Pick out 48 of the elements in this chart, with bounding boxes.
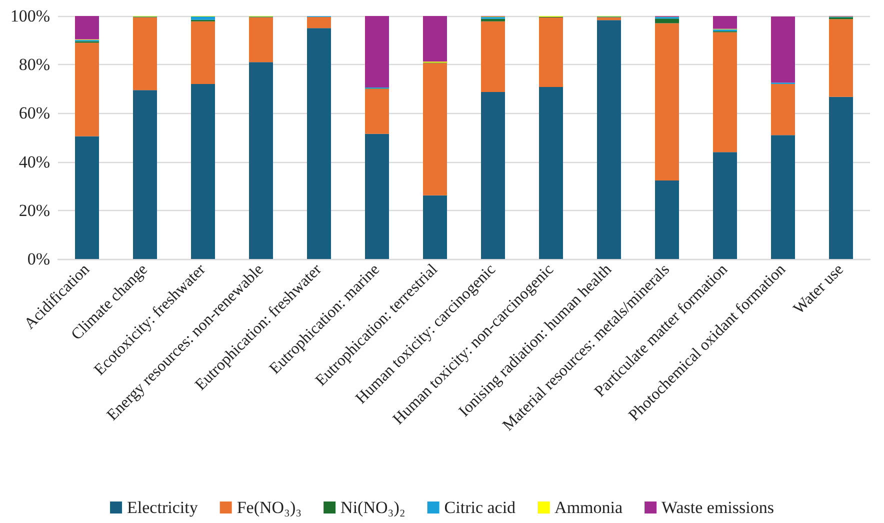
bar bbox=[249, 62, 273, 259]
bar bbox=[481, 21, 505, 92]
bar bbox=[481, 18, 505, 22]
bar bbox=[191, 21, 215, 84]
bar bbox=[423, 16, 447, 62]
legend-label: Waste emissions bbox=[662, 498, 774, 517]
bar bbox=[133, 17, 157, 90]
y-tick-label: 100% bbox=[10, 6, 50, 26]
bar bbox=[191, 84, 215, 259]
bar bbox=[75, 16, 99, 40]
y-tick-label: 40% bbox=[18, 152, 50, 172]
bar bbox=[539, 86, 563, 259]
bar bbox=[539, 17, 563, 87]
legend-label: Fe(NO₃)₃ bbox=[236, 498, 302, 517]
bar bbox=[75, 42, 99, 136]
bar bbox=[597, 17, 621, 20]
bar bbox=[829, 19, 853, 97]
bar bbox=[829, 96, 853, 259]
bar bbox=[655, 18, 679, 24]
y-tick-label: 60% bbox=[18, 104, 50, 123]
bar bbox=[365, 134, 389, 259]
bar bbox=[655, 180, 679, 259]
legend-label: Ammonia bbox=[554, 498, 624, 517]
bar bbox=[423, 63, 447, 196]
bar bbox=[191, 16, 215, 20]
bar bbox=[365, 88, 389, 134]
bar bbox=[365, 16, 389, 88]
y-tick-label: 80% bbox=[18, 55, 50, 74]
bar bbox=[771, 84, 795, 136]
bar bbox=[771, 135, 795, 259]
legend-label: Electricity bbox=[127, 498, 198, 517]
bar bbox=[249, 17, 273, 62]
bar bbox=[307, 28, 331, 259]
bar bbox=[133, 90, 157, 259]
y-tick-label: 0% bbox=[27, 250, 50, 268]
y-tick-label: 20% bbox=[18, 200, 50, 220]
bar bbox=[713, 32, 737, 152]
bar bbox=[307, 16, 331, 28]
bar bbox=[771, 16, 795, 83]
bar bbox=[713, 152, 737, 259]
bar bbox=[481, 92, 505, 259]
bar bbox=[423, 195, 447, 259]
legend-label: Ni(NO₃)₂ bbox=[340, 498, 406, 517]
bar bbox=[655, 23, 679, 181]
bar bbox=[713, 16, 737, 29]
bar bbox=[75, 136, 99, 259]
legend-label: Citric acid bbox=[444, 498, 516, 517]
bar bbox=[597, 20, 621, 259]
